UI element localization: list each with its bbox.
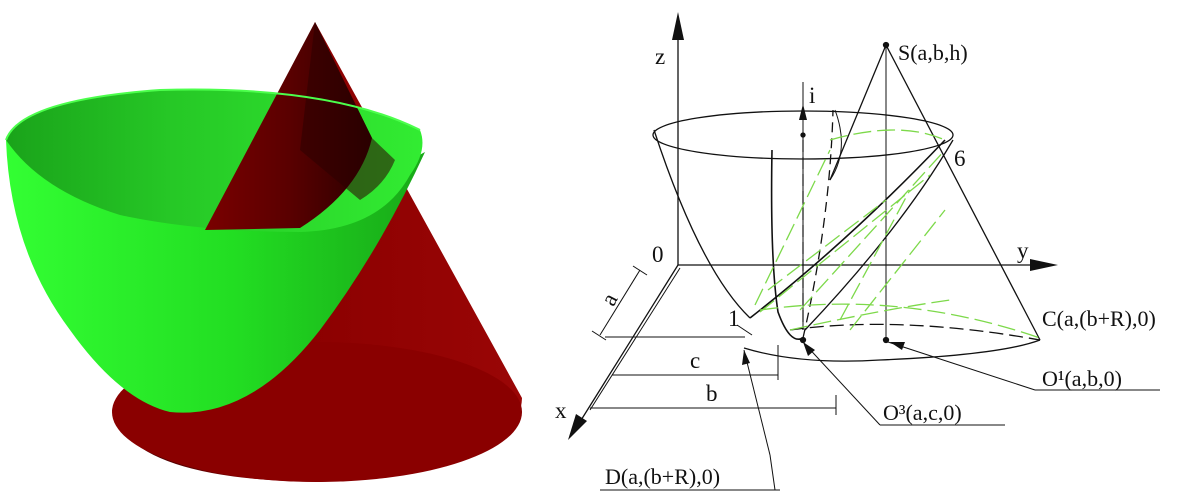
z-arrow [672, 12, 684, 40]
intersection-curve-inner [829, 109, 842, 181]
leader-D [743, 349, 771, 456]
dot-O3 [799, 336, 807, 344]
drawing [568, 12, 1160, 491]
leader-1 [736, 324, 753, 336]
base-line-2 [589, 267, 681, 411]
cone-right-edge [885, 44, 1041, 341]
cone-tip-shade [300, 22, 395, 200]
paraboloid-left-profile [653, 129, 751, 319]
render-3d [5, 22, 522, 482]
intersection-curve-left [770, 149, 804, 340]
dot-S [882, 41, 890, 49]
leader-D-arrow [742, 350, 750, 365]
x-arrow [568, 414, 587, 440]
leader-D-vert [769, 454, 776, 491]
label-dim-c: c [690, 348, 700, 373]
label-dim-b: b [706, 381, 718, 406]
label-point-O3: O³(a,c,0) [883, 400, 962, 425]
hidden-green-lines [754, 129, 1041, 339]
dim-a-tick2 [591, 330, 607, 341]
label-origin: 0 [652, 242, 664, 267]
axis-i-arrow [799, 104, 807, 120]
paraboloid-right-profile [804, 139, 954, 331]
label-point-O1: O¹(a,b,0) [1042, 366, 1122, 391]
label-point-1: 1 [728, 306, 740, 331]
dot-i [800, 132, 806, 138]
leader-O1 [887, 341, 1036, 391]
cone-base-front [743, 339, 1041, 362]
dim-a-line [599, 269, 641, 336]
label-dim-a: a [596, 289, 623, 310]
cone-base-back [789, 323, 1041, 341]
leader-O3 [802, 341, 881, 426]
label-z: z [655, 44, 665, 69]
drawing-labels: z y x 0 S(a,b,h) i 6 1 C(a,(b+R),0) O¹(a… [555, 40, 1156, 489]
label-apex: S(a,b,h) [898, 40, 968, 65]
x-axis [577, 264, 679, 426]
leader-O1-arrow [890, 342, 905, 350]
label-axis-i: i [809, 83, 815, 108]
label-point-6: 6 [954, 146, 966, 171]
intersection-hidden [802, 109, 834, 339]
leader-O3-arrow [803, 342, 815, 356]
dot-O1 [882, 336, 890, 344]
label-x: x [555, 398, 567, 423]
intersection-curve-front [749, 139, 946, 319]
y-arrow [1030, 259, 1058, 271]
label-point-D: D(a,(b+R),0) [605, 464, 720, 489]
dim-a-tick1 [632, 265, 648, 276]
label-y: y [1017, 238, 1029, 263]
label-point-C: C(a,(b+R),0) [1042, 306, 1156, 331]
paraboloid-rim [5, 88, 421, 141]
